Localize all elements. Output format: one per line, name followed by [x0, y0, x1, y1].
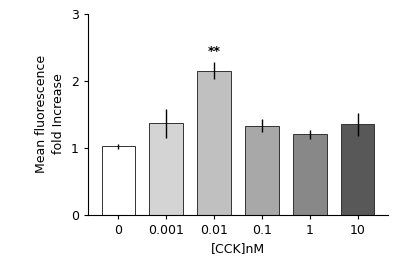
X-axis label: [CCK]nM: [CCK]nM	[211, 242, 265, 255]
Bar	[150, 123, 183, 214]
Bar	[245, 125, 279, 214]
Text: **: **	[208, 45, 220, 58]
Bar	[341, 124, 374, 214]
Y-axis label: Mean fluorescence
fold Increase: Mean fluorescence fold Increase	[36, 55, 66, 173]
Bar	[102, 146, 135, 214]
Bar	[293, 134, 326, 214]
Bar	[197, 71, 231, 214]
